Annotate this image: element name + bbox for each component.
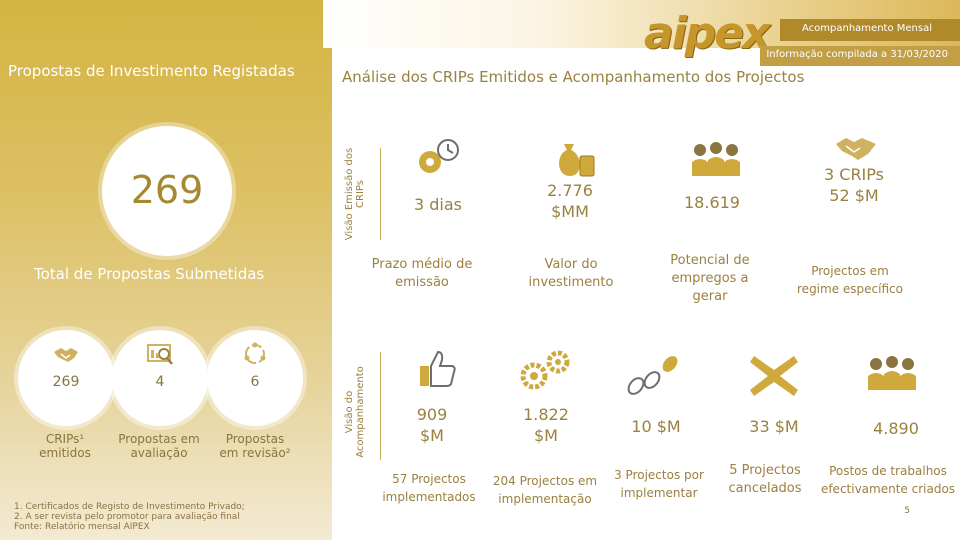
emission-time-value: 3 dias: [413, 195, 462, 214]
proposals-evaluation-circle: 4: [112, 330, 208, 426]
workers-icon: [868, 356, 916, 390]
implementation-value: 1.822 $M: [523, 405, 569, 445]
implementation-label: 204 Projectos em implementação: [492, 474, 598, 506]
total-proposals-circle: 269: [102, 126, 232, 256]
handshake-icon: [836, 138, 876, 160]
crips-emitted-circle: 269: [18, 330, 114, 426]
proposals-revision-circle: 6: [207, 330, 303, 426]
header-strip-text: Acompanhamento Mensal: [802, 23, 932, 34]
potential-jobs-label: Potencial de empregos a gerar: [670, 253, 750, 304]
magnifier-icon: [147, 344, 173, 365]
money-bag-icon: [559, 144, 595, 177]
gear-clock-icon: [419, 139, 459, 173]
cycle-icon: [244, 342, 266, 364]
header-strip: [780, 19, 960, 41]
cross-icon: [750, 356, 798, 396]
proposals-revision-value: 6: [250, 374, 260, 390]
proposals-evaluation-value: 4: [155, 374, 165, 390]
jobs-created-value: 4.890: [873, 419, 919, 438]
crips-emitted-label: CRIPs¹ emitidos: [39, 432, 91, 460]
info-strip: [760, 46, 960, 66]
crips-emitted-value: 269: [52, 374, 80, 390]
cancelled-label: 5 Projectos cancelados: [728, 463, 802, 496]
total-proposals-label: Total de Propostas Submetidas: [34, 265, 265, 283]
footnotes: 1. Certificados de Registo de Investimen…: [14, 502, 245, 532]
emission-time-label: Prazo médio de emissão: [371, 257, 473, 290]
proposals-revision-label: Propostas em revisão²: [219, 432, 291, 460]
jobs-created-label: Postos de trabalhos efectivamente criado…: [820, 464, 956, 496]
aipex-logo: aipex: [644, 8, 770, 59]
section-emission-divider: [380, 148, 381, 240]
left-panel: [0, 0, 332, 540]
proposals-evaluation-label: Propostas em avaliação: [118, 432, 200, 460]
main-title: Análise dos CRIPs Emitidos e Acompanhame…: [342, 68, 805, 86]
gears-icon: [520, 350, 570, 390]
potential-jobs-value: 18.619: [684, 193, 740, 212]
page-number: 5: [904, 506, 910, 516]
implemented-label: 57 Projectos implementados: [382, 472, 476, 504]
left-panel-title: Propostas de Investimento Registadas: [8, 62, 295, 80]
section-emission-label: Visão Emissão dos CRIPs: [344, 147, 366, 241]
thumbs-up-icon: [420, 350, 456, 387]
section-tracking-divider: [380, 352, 381, 460]
footsteps-icon: [627, 356, 678, 395]
investment-label: Valor do investimento: [528, 257, 614, 290]
total-proposals-value: 269: [130, 168, 204, 212]
info-date-text: Informação compilada a 31/03/2020: [766, 49, 948, 60]
to-implement-label: 3 Projectos por implementar: [614, 468, 704, 500]
workers-icon: [692, 142, 740, 176]
specific-regime-label: Projectos em regime específico: [797, 264, 903, 296]
implemented-value: 909 $M: [416, 405, 448, 445]
to-implement-value: 10 $M: [631, 417, 681, 436]
cancelled-value: 33 $M: [749, 417, 799, 436]
investment-value: 2.776 $MM: [547, 181, 593, 221]
handshake-icon: [54, 348, 78, 362]
section-tracking-label: Visão do Acompanhamento: [344, 366, 366, 458]
specific-regime-value: 3 CRIPs 52 $M: [824, 165, 884, 205]
